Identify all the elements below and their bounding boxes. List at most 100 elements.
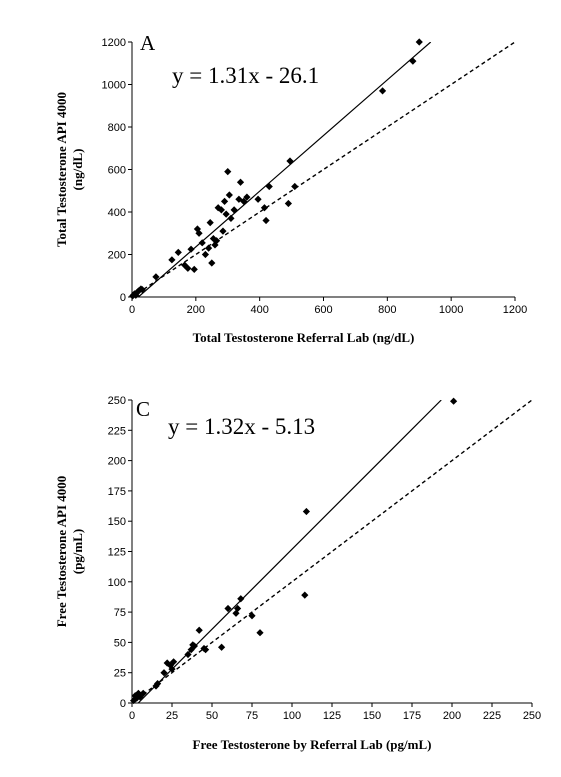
x-tick-label: 150 [363,710,381,722]
data-point [201,250,210,259]
data-point [198,239,206,247]
data-point [256,629,264,637]
data-point [262,216,270,225]
y-axis-title: Total Testosterone API 4000 [54,92,69,247]
data-point [415,38,423,46]
data-point [202,646,210,654]
data-point [225,191,233,199]
data-point [154,680,162,688]
data-point [217,206,225,214]
data-point [291,182,299,191]
y-tick-label: 150 [108,516,126,528]
data-point [184,650,192,659]
regression-equation: y = 1.31x - 26.1 [172,63,319,88]
y-tick-label: 200 [108,250,126,262]
data-point [219,227,227,235]
x-tick-label: 600 [314,304,332,316]
x-tick-label: 0 [129,304,135,316]
y-tick-label: 25 [114,668,126,680]
data-point [237,595,245,603]
panel-a: 0 200 400 600 800 1000 1200 0 200 400 600 800 1000 12… [54,31,527,345]
y-tick-label: 100 [108,577,126,589]
data-point [190,642,198,650]
regression-line [137,42,432,297]
data-point [184,264,192,272]
data-point [378,87,387,95]
data-point [232,609,240,617]
data-point [218,643,226,651]
y-tick-label: 1000 [102,80,126,92]
data-point [212,237,221,245]
data-point [302,507,310,516]
data-point [230,206,238,214]
data-point [224,604,232,613]
data-point [248,612,256,620]
data-point [190,265,198,273]
data-point [254,195,262,203]
x-tick-label: 1200 [503,304,527,316]
y-tick-label: 225 [108,425,126,437]
data-point [224,168,232,176]
data-point [234,604,242,613]
x-tick-label: 0 [129,710,135,722]
data-point [187,245,195,253]
data-point [195,229,203,237]
x-tick-label: 1000 [439,304,463,316]
data-point [240,197,248,205]
x-tick-label: 250 [523,710,541,722]
x-tick-label: 50 [206,710,218,722]
x-tick-label: 25 [166,710,178,722]
data-point [168,256,176,264]
data-point [227,214,235,222]
regression-equation: y = 1.32x - 5.13 [168,414,315,439]
data-point [243,193,251,201]
x-tick-label: 400 [250,304,268,316]
y-tick-label: 400 [108,207,126,219]
panel-c: 0 25 50 75 100 125 150 175 200 225 250 0 25 50 75 100 12… [54,395,541,752]
data-point [139,689,147,697]
data-point [265,182,273,191]
y-tick-label: 0 [120,698,126,710]
data-point [222,210,230,218]
x-tick-label: 800 [378,304,396,316]
data-point [205,244,213,252]
y-axis-title: Free Testosterone API 4000 [54,476,69,628]
data-point [138,285,146,294]
data-points [129,38,423,300]
x-tick-label: 75 [246,710,258,722]
y-tick-label: 0 [120,292,126,304]
data-points [130,397,458,705]
x-axis-title: Total Testosterone Referral Lab (ng/dL) [193,330,415,345]
data-point [160,669,168,677]
y-tick-label: 1200 [102,37,126,49]
data-point [286,157,294,165]
y-tick-label: 50 [114,637,126,649]
panel-letter: C [136,397,150,421]
data-point [409,57,417,65]
x-tick-label: 225 [483,710,501,722]
y-tick-label: 800 [108,122,126,134]
data-point [168,665,176,673]
data-point [208,259,216,267]
x-tick-label: 125 [323,710,341,722]
y-tick-label: 250 [108,395,126,407]
x-tick-label: 175 [403,710,421,722]
fit-lines [132,42,515,297]
x-tick-label: 200 [187,304,205,316]
data-point [450,397,458,405]
y-tick-label: 200 [108,456,126,468]
panel-letter: A [140,31,156,55]
y-tick-label: 600 [108,165,126,177]
data-point [236,178,245,186]
data-point [170,658,178,666]
data-point [260,204,269,212]
data-point [206,219,214,227]
x-axis-title: Free Testosterone by Referral Lab (pg/mL… [193,737,432,752]
data-point [284,199,292,208]
y-tick-label: 125 [108,547,126,559]
y-tick-label: 75 [114,607,126,619]
data-point [195,626,203,634]
y-tick-label: 175 [108,486,126,498]
